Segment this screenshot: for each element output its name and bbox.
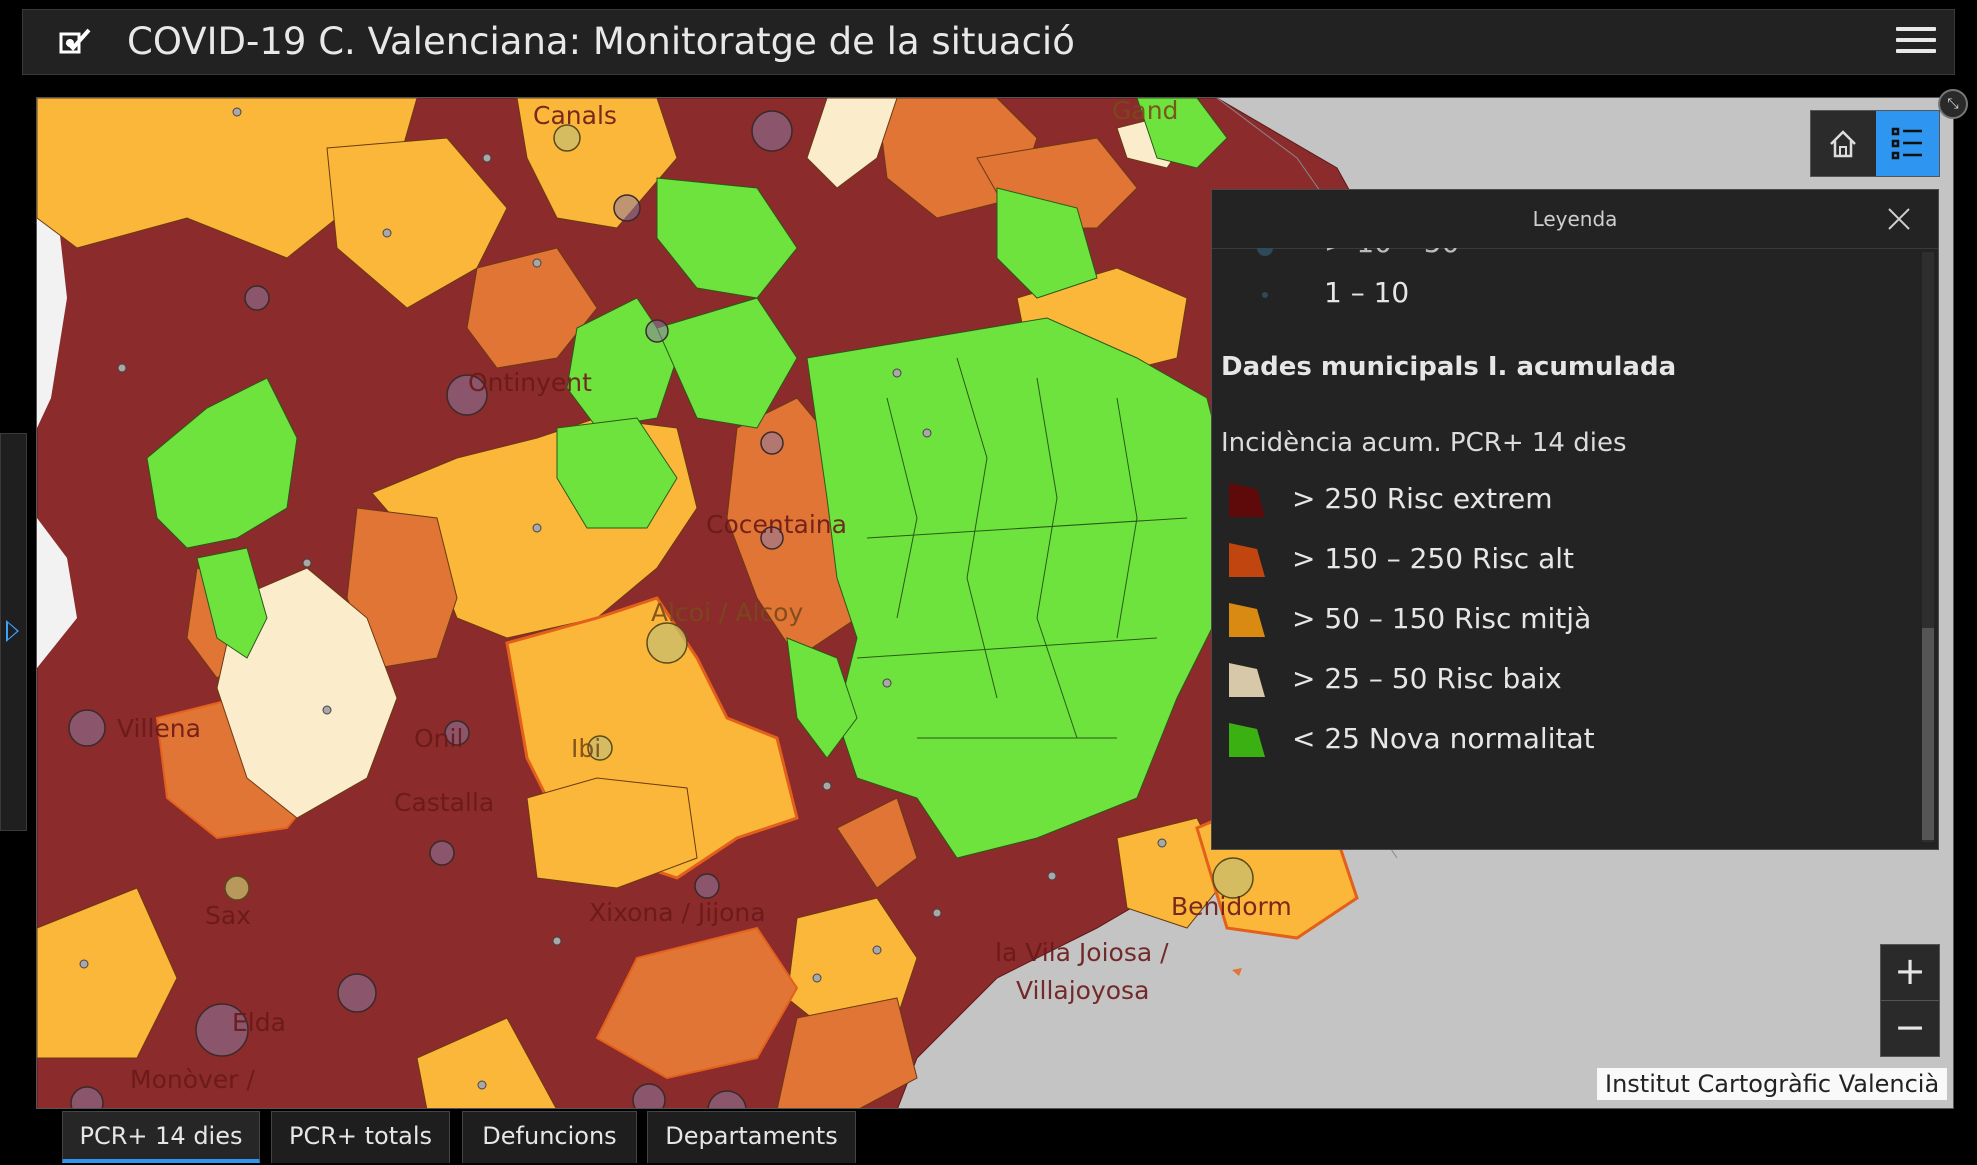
place-label: Villajoyosa — [1016, 976, 1150, 1005]
close-icon[interactable] — [1886, 206, 1912, 232]
swatch-medium — [1229, 603, 1265, 637]
place-label: Alcoi / Alcoy — [651, 598, 804, 627]
tab-departaments[interactable]: Departaments — [647, 1111, 856, 1163]
legend-panel: Leyenda > 10 – 50 1 – 10 Dades municipal… — [1211, 189, 1939, 850]
place-label: Onil — [414, 724, 464, 753]
place-label: la Vila Joiosa / — [995, 938, 1169, 967]
swatch-extreme — [1229, 483, 1265, 517]
legend-body[interactable]: > 10 – 50 1 – 10 Dades municipals I. acu… — [1212, 248, 1923, 849]
legend-small-item: 1 – 10 — [1324, 276, 1410, 309]
place-label: Ontinyent — [468, 368, 592, 397]
legend-title: Leyenda — [1532, 207, 1618, 231]
map-toolbar — [1810, 110, 1940, 177]
app-header: COVID-19 C. Valenciana: Monitoratge de l… — [22, 9, 1955, 75]
legend-button[interactable] — [1876, 111, 1939, 176]
swatch-low — [1229, 663, 1265, 697]
place-label: Villena — [117, 714, 201, 743]
tab-defuncions[interactable]: Defuncions — [462, 1111, 637, 1163]
place-label: Cocentaina — [706, 510, 847, 539]
legend-partial-item: > 10 – 50 — [1324, 248, 1459, 259]
legend-item: > 150 – 250 Risc alt — [1292, 542, 1574, 575]
legend-item: < 25 Nova normalitat — [1292, 722, 1595, 755]
place-label: Ibi — [571, 734, 602, 763]
menu-icon[interactable] — [1896, 22, 1936, 62]
swatch-normal — [1229, 723, 1265, 757]
place-label: Sax — [205, 901, 251, 930]
legend-header: Leyenda — [1212, 190, 1938, 249]
app-logo-icon — [59, 28, 91, 54]
list-icon — [1891, 127, 1922, 160]
place-label: Castalla — [394, 788, 495, 817]
map-attribution: Institut Cartogràfic Valencià — [1597, 1068, 1948, 1100]
tab-pcr-totals[interactable]: PCR+ totals — [271, 1111, 450, 1163]
exit-fullscreen-icon[interactable]: ⤡ — [1938, 89, 1968, 119]
place-label: Gand — [1112, 97, 1179, 125]
place-label: Canals — [533, 101, 617, 130]
legend-circle-small — [1262, 292, 1268, 298]
legend-subtitle: Incidència acum. PCR+ 14 dies — [1221, 428, 1627, 458]
legend-section-title: Dades municipals I. acumulada — [1221, 352, 1677, 382]
scrollbar-thumb[interactable] — [1922, 628, 1934, 840]
legend-item: > 25 – 50 Risc baix — [1292, 662, 1562, 695]
place-label: Elda — [232, 1008, 286, 1037]
legend-circle-medium — [1257, 248, 1273, 256]
zoom-control: + − — [1880, 944, 1940, 1057]
zoom-out-button[interactable]: − — [1894, 1005, 1926, 1049]
place-label: Benidorm — [1171, 892, 1292, 921]
tab-pcr-14-dies[interactable]: PCR+ 14 dies — [62, 1111, 260, 1163]
chevron-right-icon — [6, 620, 19, 642]
page-title: COVID-19 C. Valenciana: Monitoratge de l… — [127, 20, 1075, 63]
swatch-high — [1229, 543, 1265, 577]
side-panel-toggle[interactable] — [0, 433, 27, 831]
home-button[interactable] — [1811, 111, 1876, 176]
home-icon — [1830, 130, 1856, 158]
legend-item: > 250 Risc extrem — [1292, 482, 1553, 515]
zoom-in-button[interactable]: + — [1881, 945, 1939, 1001]
legend-scrollbar[interactable] — [1922, 252, 1934, 842]
place-label: Monòver / — [130, 1065, 255, 1094]
legend-item: > 50 – 150 Risc mitjà — [1292, 602, 1592, 635]
place-label: Xixona / Jijona — [589, 898, 766, 927]
